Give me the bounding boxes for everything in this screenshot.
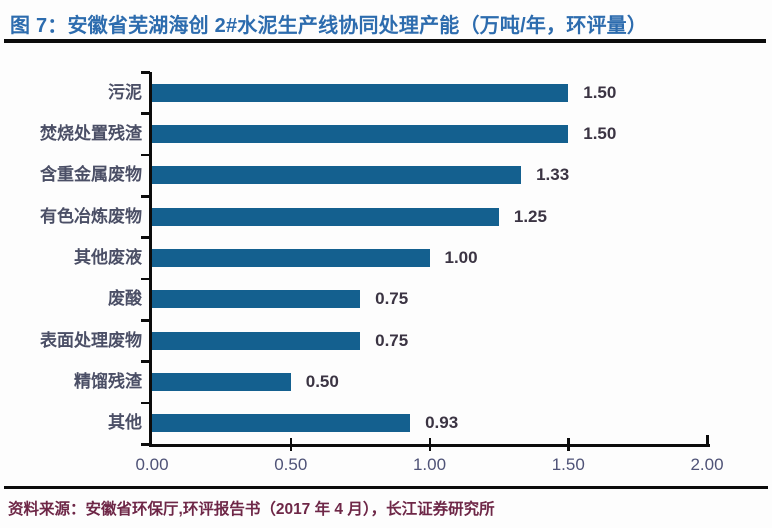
- category-label: 污泥: [108, 82, 142, 102]
- bar-value-label: 0.75: [375, 289, 409, 309]
- x-axis-tick-label: 0.00: [135, 455, 169, 474]
- bar: [152, 414, 411, 433]
- category-label: 其他废液: [74, 248, 142, 267]
- y-axis-tick: [141, 112, 150, 115]
- x-axis-tick-label: 0.50: [274, 455, 308, 474]
- y-axis-tick: [141, 153, 150, 157]
- y-axis-tick: [141, 236, 150, 239]
- bar-value-label: 1.50: [583, 124, 617, 143]
- source-label: 资料来源：: [8, 501, 86, 518]
- bar-value-label: 1.50: [583, 82, 617, 102]
- bar-value-label: 0.50: [305, 372, 339, 391]
- y-axis-tick: [141, 277, 150, 281]
- y-axis-tick: [141, 319, 150, 322]
- bar: [152, 249, 430, 267]
- figure-title: 图 7：安徽省芜湖海创 2#水泥生产线协同处理产能（万吨/年，环评量）: [10, 15, 648, 37]
- x-axis-tick-label: 2.00: [690, 455, 724, 474]
- y-axis-tick: [141, 401, 150, 405]
- x-axis-end-bracket: [706, 435, 709, 444]
- bar: [152, 373, 291, 391]
- bar: [152, 125, 569, 143]
- category-label: 含重金属废物: [40, 165, 142, 185]
- bar: [152, 207, 499, 226]
- bar-value-label: 1.25: [513, 206, 547, 226]
- y-axis-line: [149, 72, 152, 444]
- source-note: 资料来源：安徽省环保厅,环评报告书（2017 年 4 月），长江证券研究所: [8, 497, 768, 519]
- bar: [152, 331, 361, 350]
- x-axis-tick: [567, 438, 570, 451]
- category-label: 其他: [108, 413, 142, 433]
- title-divider: [4, 39, 766, 43]
- y-axis-tick: [141, 443, 150, 446]
- x-axis-tick-label: 1.50: [551, 455, 585, 474]
- y-axis-tick: [141, 195, 150, 198]
- y-axis-tick: [141, 71, 150, 74]
- bar: [152, 290, 361, 309]
- footer-divider: [4, 486, 768, 489]
- x-axis-tick: [289, 438, 293, 451]
- x-axis-tick-label: 1.00: [412, 455, 447, 474]
- category-label: 有色冶炼废物: [40, 206, 142, 226]
- y-axis-tick: [141, 360, 150, 363]
- category-label: 焚烧处置残渣: [40, 124, 142, 143]
- category-label: 废酸: [108, 289, 142, 309]
- bar-value-label: 1.33: [536, 165, 570, 185]
- bar: [152, 83, 569, 102]
- bar: [152, 166, 522, 185]
- category-label: 表面处理废物: [40, 330, 142, 350]
- bar-value-label: 0.75: [375, 330, 409, 350]
- category-label: 精馏残渣: [74, 372, 142, 391]
- bar-value-label: 1.00: [444, 248, 478, 267]
- bar-value-label: 0.93: [425, 413, 459, 433]
- x-axis-tick: [428, 438, 431, 451]
- source-text: 安徽省环保厅,环评报告书（2017 年 4 月），长江证券研究所: [85, 501, 495, 518]
